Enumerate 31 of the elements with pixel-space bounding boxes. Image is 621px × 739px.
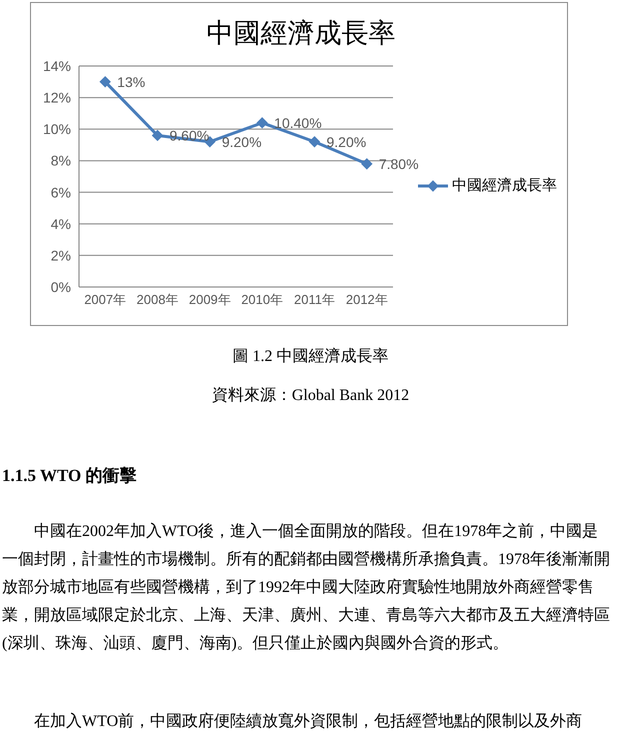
x-tick-label: 2012年: [346, 292, 388, 308]
source-note: 資料來源：Global Bank 2012: [210, 386, 410, 406]
x-tick-label: 2007年: [84, 292, 126, 308]
data-label: 10.40%: [274, 114, 322, 131]
y-tick-label: 0%: [50, 278, 71, 295]
point: [152, 130, 163, 141]
y-tick-label: 10%: [42, 121, 71, 138]
text: 1.1.5 WTO 的衝擊: [2, 465, 138, 487]
legend-label: 中國經濟成長率: [452, 176, 557, 195]
y-tick-label: 6%: [50, 184, 71, 200]
x-tick-label: 2008年: [136, 292, 178, 308]
data-label: 9.20%: [326, 134, 366, 150]
text: 中國在2002年加入WTO後，進入一個全面開放的階段。但在1978年之前，中國是一個封閉，計畫性的市場機制。所有的配銷都由國營機構所承擔負責。1978年後漸漸開放部分城市地區有些國營機構，到了1992年中國大陸政府實驗性地開放外商經營零售業，開放區域限定於北京、上海、天津、廣州、大連、青島等六大都市及五大經濟特區(深圳、珠海、汕頭、廈門、海南)。但只僅止於國內與國外合資的形式。: [2, 522, 611, 654]
y-tick-label: 14%: [42, 58, 71, 74]
y-tick-label: 4%: [50, 216, 71, 232]
point: [309, 136, 320, 148]
chart-title: 中國經濟成長率: [206, 17, 396, 50]
text: 在加入WTO前，中國政府便陸續放寬外資限制，包括經營地點的限制以及外商: [33, 712, 584, 732]
caption: 圖 1.2 中國經濟成長率: [232, 346, 390, 367]
data-label: 9.20%: [222, 134, 262, 150]
y-tick-label: 12%: [42, 90, 71, 106]
x-tick-label: 2009年: [188, 292, 231, 308]
data-label: 7.80%: [378, 156, 419, 172]
y-tick-label: 8%: [50, 152, 71, 169]
y-tick-label: 2%: [50, 247, 71, 264]
x-tick-label: 2011年: [294, 292, 335, 308]
point: [361, 158, 372, 170]
x-tick-label: 2010年: [241, 292, 284, 308]
point: [100, 76, 111, 88]
data-label: 13%: [117, 74, 146, 90]
point: [256, 117, 268, 128]
